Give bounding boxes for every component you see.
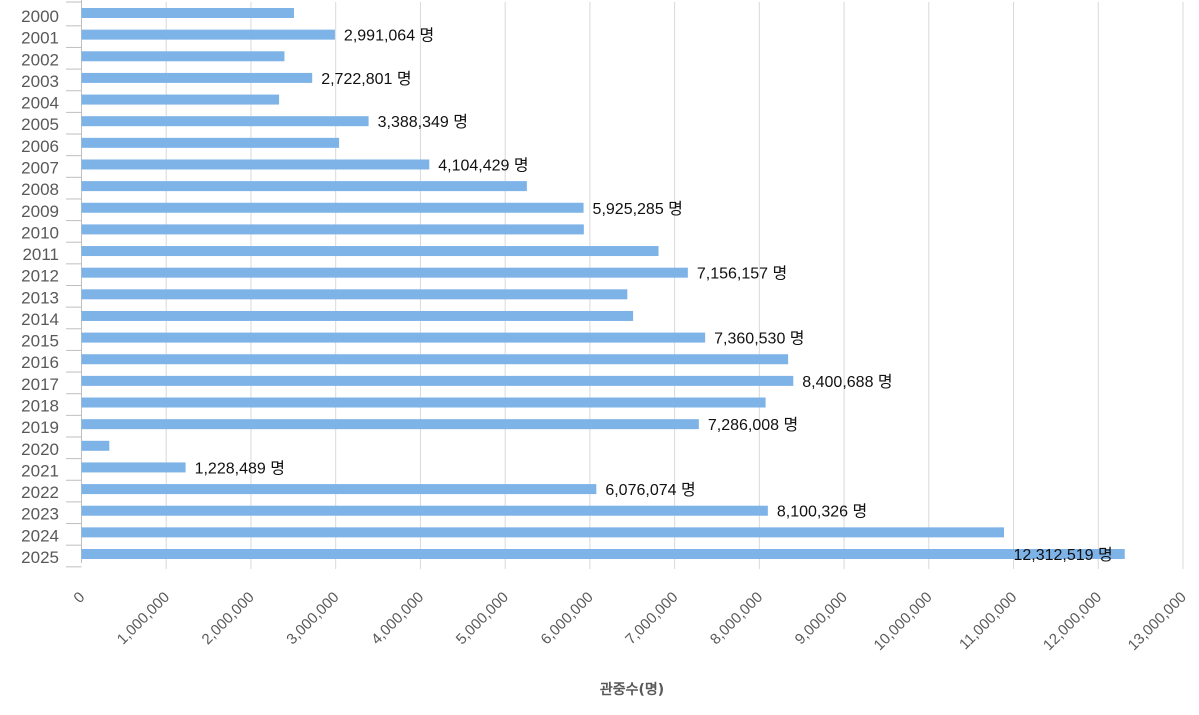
category-label: 2011	[22, 245, 59, 264]
data-label: 12,312,519 명	[1013, 546, 1112, 564]
category-label: 2003	[21, 72, 59, 91]
bar-2014	[81, 310, 634, 321]
data-label: 4,104,429 명	[438, 156, 528, 174]
bar-2003	[81, 72, 313, 83]
category-label: 2024	[21, 526, 59, 545]
x-tick-label: 3,000,000	[283, 589, 342, 648]
bar-2017	[81, 375, 794, 386]
category-label: 2016	[21, 353, 59, 372]
data-label: 8,400,688 명	[802, 373, 892, 391]
bar-2006	[81, 137, 340, 148]
x-tick-label: 9,000,000	[792, 589, 851, 648]
category-label: 2025	[21, 548, 59, 567]
x-tick-label: 6,000,000	[538, 589, 597, 648]
category-label: 2000	[21, 7, 59, 26]
x-tick-label: 10,000,000	[871, 589, 936, 654]
bar-2010	[81, 224, 584, 235]
x-tick-label: 1,000,000	[114, 589, 173, 648]
bar-2018	[81, 397, 766, 408]
bar-2016	[81, 354, 789, 365]
data-label: 5,925,285 명	[593, 200, 683, 218]
bars	[81, 8, 1125, 559]
category-label: 2019	[21, 418, 59, 437]
category-label: 2022	[21, 483, 59, 502]
category-label: 2001	[21, 29, 59, 48]
category-label: 2008	[21, 180, 59, 199]
bar-2020	[81, 440, 110, 451]
x-axis-title: 관중수(명)	[600, 681, 664, 698]
category-label: 2023	[21, 505, 59, 524]
x-tick-label: 11,000,000	[956, 589, 1020, 653]
bar-2001	[81, 29, 335, 40]
bar-2022	[81, 484, 597, 495]
bar-2005	[81, 116, 369, 127]
category-label: 2015	[21, 332, 59, 351]
data-label: 8,100,326 명	[777, 503, 867, 521]
bar-2024	[81, 527, 1005, 538]
category-label: 2014	[21, 310, 59, 329]
category-label: 2007	[21, 158, 59, 177]
category-label: 2017	[21, 375, 59, 394]
x-axis-ticks: 0 1,000,000 2,000,000 3,000,000 4,000,000 5,0…	[70, 589, 1189, 654]
category-label: 2005	[21, 115, 59, 134]
bar-2013	[81, 289, 628, 300]
bar-2002	[81, 51, 285, 62]
category-label: 2002	[21, 50, 59, 69]
category-label: 2012	[21, 267, 59, 286]
category-label: 2021	[21, 461, 59, 480]
data-label: 7,156,157 명	[697, 265, 787, 283]
x-tick-label: 7,000,000	[622, 589, 681, 648]
x-tick-label: 12,000,000	[1040, 589, 1105, 654]
data-label: 7,360,530 명	[714, 330, 804, 348]
bar-2004	[81, 94, 280, 105]
data-label: 3,388,349 명	[378, 113, 468, 131]
bar-2023	[81, 505, 768, 516]
category-label: 2013	[21, 288, 59, 307]
data-label: 2,722,801 명	[321, 70, 411, 88]
data-label: 1,228,489 명	[195, 459, 285, 477]
bar-2008	[81, 181, 527, 192]
bar-2015	[81, 332, 706, 343]
category-label: 2020	[21, 440, 59, 459]
category-label: 2018	[21, 397, 59, 416]
x-tick-label: 13,000,000	[1125, 589, 1190, 654]
x-tick-label: 5,000,000	[453, 589, 512, 648]
category-label: 2010	[21, 223, 59, 242]
data-label: 6,076,074 명	[605, 481, 695, 499]
data-label: 7,286,008 명	[708, 416, 798, 434]
x-tick-label: 0	[70, 589, 88, 607]
bar-2007	[81, 159, 430, 170]
x-tick-label: 2,000,000	[199, 589, 258, 648]
bar-2011	[81, 246, 659, 257]
category-label: 2009	[21, 202, 59, 221]
x-tick-label: 4,000,000	[368, 589, 427, 648]
bar-2000	[81, 8, 294, 18]
bar-2012	[81, 267, 688, 278]
category-axis: 2000 2001 2002 2003 2004 2005 2006 2007 2008 2009…	[21, 1, 82, 568]
bar-2021	[81, 462, 186, 473]
category-label: 2006	[21, 137, 59, 156]
x-tick-label: 8,000,000	[707, 589, 766, 648]
bar-2019	[81, 419, 699, 430]
data-label: 2,991,064 명	[344, 27, 434, 45]
bar-2009	[81, 202, 584, 213]
category-label: 2004	[21, 94, 59, 113]
bar-2025	[81, 549, 1125, 559]
data-labels: 2,991,064 명 2,722,801 명 3,388,349 명 4,104,4…	[195, 27, 1113, 564]
